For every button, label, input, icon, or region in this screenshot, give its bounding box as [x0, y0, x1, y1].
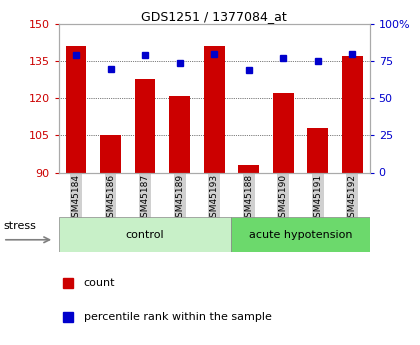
Text: count: count	[84, 278, 115, 288]
Text: stress: stress	[3, 221, 36, 231]
Bar	[273, 93, 294, 172]
Bar	[307, 128, 328, 172]
Bar	[59, 217, 231, 252]
Bar	[231, 217, 370, 252]
Text: control: control	[126, 230, 165, 239]
Bar	[204, 47, 225, 172]
Bar	[135, 79, 155, 172]
Bar	[100, 136, 121, 172]
Bar	[169, 96, 190, 172]
Text: acute hypotension: acute hypotension	[249, 230, 352, 239]
Title: GDS1251 / 1377084_at: GDS1251 / 1377084_at	[141, 10, 287, 23]
Bar	[239, 165, 259, 172]
Bar	[342, 56, 363, 172]
Text: percentile rank within the sample: percentile rank within the sample	[84, 312, 272, 322]
Bar	[66, 47, 87, 172]
